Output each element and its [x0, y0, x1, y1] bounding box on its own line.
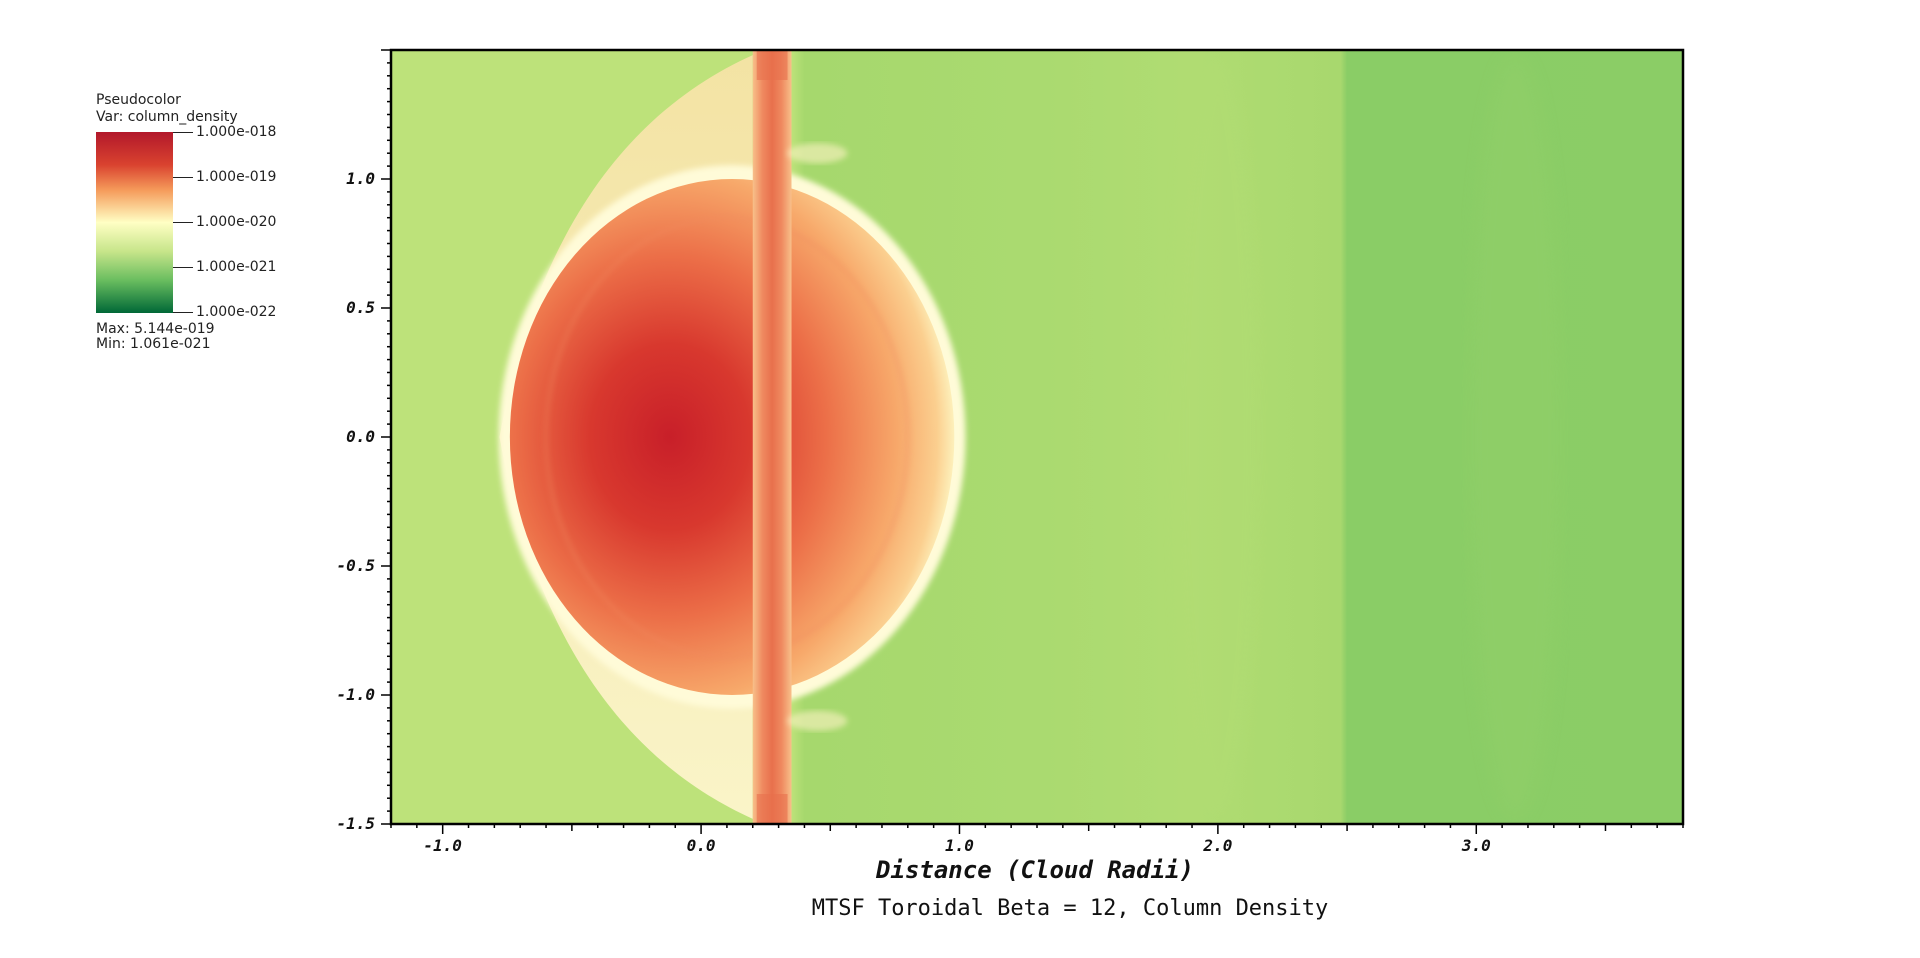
legend-tick: [173, 267, 193, 268]
legend-tick-label: 1.000e-020: [196, 214, 277, 230]
wisp: [787, 710, 848, 731]
density-band: [1470, 57, 1561, 817]
strip-top: [756, 50, 788, 80]
y-tick-label: -1.5: [336, 814, 375, 833]
x-tick-label: 3.0: [1461, 836, 1491, 855]
heatmap-image: [391, 50, 1683, 824]
legend-min: Min: 1.061e-021: [96, 336, 211, 352]
chart-title: MTSF Toroidal Beta = 12, Column Density: [811, 896, 1329, 921]
axes: -1.0 0.0 1.0 2.0 3.0 -1.5 -1.0 -0.5 0.0 0.5 1.0: [336, 49, 1684, 855]
colorbar-gradient: [96, 132, 173, 313]
y-tick-label: 0.5: [346, 298, 375, 317]
x-tick-label: 2.0: [1202, 836, 1232, 855]
x-tick-label: 1.0: [945, 836, 974, 855]
legend-plot-type: Pseudocolor: [96, 92, 181, 108]
legend-tick-label: 1.000e-018: [196, 124, 277, 140]
legend-tick-label: 1.000e-022: [196, 304, 277, 320]
y-tick-label: 0.0: [346, 427, 375, 446]
y-tick-label: -0.5: [336, 556, 375, 575]
density-band: [1172, 57, 1263, 817]
x-tick-label: -1.0: [423, 836, 462, 855]
x-axis-label: Distance (Cloud Radii): [876, 856, 1194, 884]
strip-bottom: [756, 794, 788, 824]
y-tick-label: 1.0: [346, 169, 375, 188]
y-tick-label: -1.0: [336, 685, 375, 704]
legend-tick: [173, 222, 193, 223]
x-tick-label: 0.0: [687, 836, 716, 855]
legend-tick-label: 1.000e-021: [196, 259, 277, 275]
legend-tick: [173, 312, 193, 313]
cloud-core: [509, 179, 955, 695]
legend-tick: [173, 177, 193, 178]
colorbar-legend: Pseudocolor Var: column_density 1.000e-0…: [96, 93, 316, 363]
legend-tick-label: 1.000e-019: [196, 169, 277, 185]
wisp: [787, 143, 848, 164]
legend-variable: Var: column_density: [96, 109, 238, 125]
cloud-ring: [544, 216, 910, 658]
legend-tick: [173, 132, 193, 133]
legend-max: Max: 5.144e-019: [96, 321, 215, 337]
density-strip: [752, 50, 792, 824]
